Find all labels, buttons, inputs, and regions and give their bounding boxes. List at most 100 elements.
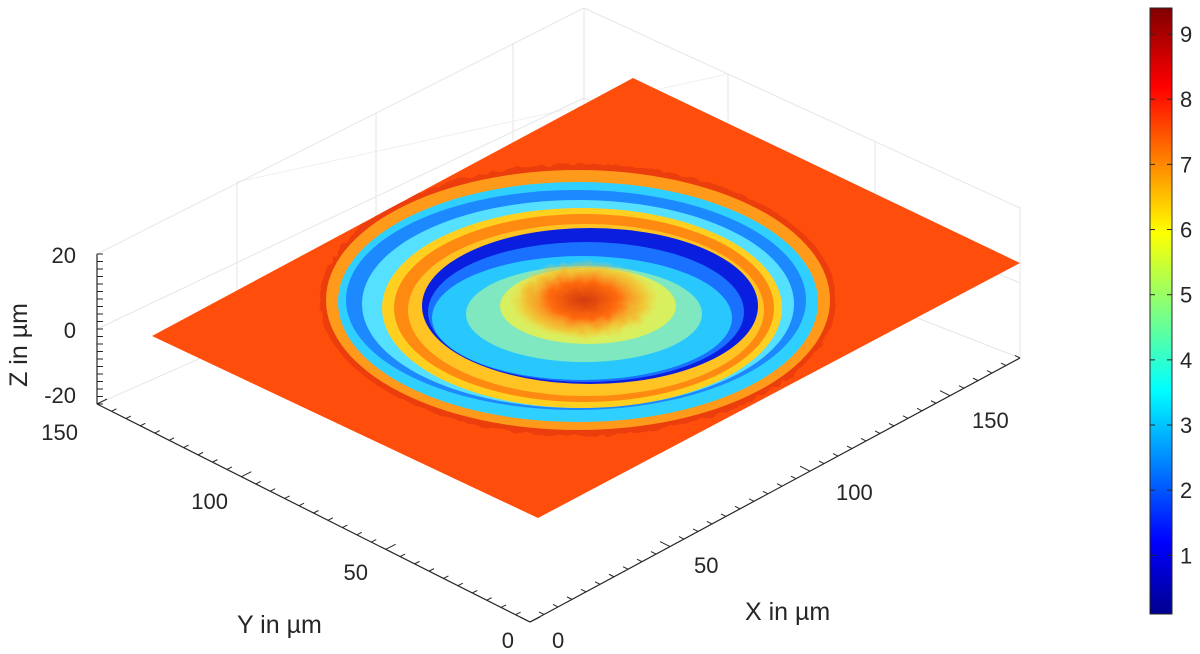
y-tick-label: 50	[344, 560, 368, 585]
x-axis-tick	[888, 422, 895, 427]
y-axis-tick	[443, 575, 449, 579]
colorbar-tick-label: 8	[1180, 87, 1192, 112]
colorbar-tick-label: 6	[1180, 218, 1192, 243]
x-axis-tick	[958, 385, 965, 389]
y-axis-tick	[500, 604, 507, 608]
z-tick-label: -20	[44, 383, 76, 408]
x-axis-tick	[939, 390, 951, 397]
x-axis-tick	[678, 536, 685, 540]
colorbar-tick-label: 7	[1180, 152, 1192, 177]
y-axis-tick	[241, 471, 252, 478]
x-axis-tick	[986, 370, 993, 374]
y-axis-tick	[313, 510, 319, 514]
colorbar-tick-label: 9	[1180, 22, 1192, 47]
x-axis-tick	[846, 445, 853, 449]
y-axis-tick	[472, 589, 478, 594]
colorbar: 1 2 3 4 5 6 7 8 9	[1149, 7, 1192, 615]
x-axis-tick	[860, 438, 867, 442]
x-tick-label: 100	[836, 480, 873, 505]
y-axis-tick	[428, 568, 435, 572]
grid-line	[96, 97, 585, 330]
y-axis-tick	[255, 480, 261, 485]
axis-ticks	[96, 253, 1021, 623]
x-axis-tick	[519, 616, 531, 623]
y-axis-tick	[96, 398, 108, 405]
y-axis-tick	[284, 495, 290, 499]
x-axis-tick	[874, 430, 881, 434]
y-axis-tick	[529, 616, 541, 623]
y-axis-tick	[125, 415, 132, 419]
colorbar-tick-label: 5	[1180, 283, 1192, 308]
y-axis-tick	[385, 543, 396, 550]
y-axis-tick	[111, 408, 117, 412]
colorbar-tick-label: 2	[1180, 478, 1192, 503]
x-axis-tick	[659, 541, 671, 548]
x-tick-label: 0	[552, 628, 564, 653]
y-axis-tick	[183, 444, 189, 449]
y-axis-tick	[269, 488, 276, 492]
x-axis-tick	[566, 596, 573, 600]
z-axis-label: Z in µm	[5, 303, 33, 387]
z-tick-labels: 20 0 -20	[44, 243, 76, 408]
y-axis-tick	[414, 560, 420, 565]
x-axis-tick	[1014, 355, 1021, 359]
x-axis-tick	[608, 573, 615, 578]
x-axis-tick	[538, 611, 545, 615]
x-axis-tick	[748, 498, 755, 502]
x-tick-labels: 0 50 100 150	[552, 408, 1009, 653]
x-axis-tick	[552, 603, 559, 608]
x-axis-tick	[622, 566, 629, 570]
y-tick-label: 150	[41, 420, 78, 445]
y-axis-tick	[342, 524, 348, 528]
y-axis-label: Y in µm	[237, 611, 322, 639]
x-axis-tick	[776, 483, 783, 487]
y-axis-tick	[140, 422, 146, 427]
x-axis-tick	[720, 513, 727, 517]
center-mound	[508, 260, 660, 340]
y-axis-tick	[486, 597, 492, 601]
y-axis-tick	[327, 517, 334, 521]
y-tick-label: 100	[191, 489, 228, 514]
x-axis-tick	[580, 588, 587, 593]
x-tick-label: 50	[694, 553, 718, 578]
y-axis-tick	[371, 539, 377, 543]
colorbar-tick-label: 1	[1180, 543, 1192, 568]
colorbar-tick-label: 3	[1180, 413, 1192, 438]
x-axis-tick	[636, 558, 643, 563]
colorbar-ticks: 1 2 3 4 5 6 7 8 9	[1150, 22, 1192, 568]
x-axis-line	[529, 357, 1021, 623]
y-axis-tick	[212, 459, 218, 463]
y-tick-labels: 150 100 50 0	[41, 420, 514, 653]
y-axis-tick	[154, 430, 160, 434]
x-axis-tick	[799, 465, 811, 472]
surface	[152, 78, 1020, 518]
y-axis-tick	[226, 466, 233, 470]
y-tick-label: 0	[502, 628, 514, 653]
x-axis-tick	[762, 490, 769, 495]
colorbar-gradient	[1149, 7, 1173, 615]
x-tick-label: 150	[972, 408, 1009, 433]
x-axis-tick	[818, 460, 825, 465]
y-axis-tick	[168, 437, 175, 441]
z-tick-label: 20	[52, 243, 76, 268]
z-tick-label: 0	[64, 318, 76, 343]
y-axis-tick	[457, 582, 464, 587]
x-axis-tick	[790, 475, 797, 480]
x-axis-tick	[902, 415, 909, 419]
x-axis-label: X in µm	[745, 598, 830, 626]
y-axis-tick	[399, 553, 406, 558]
x-axis-tick	[650, 551, 657, 555]
x-axis-tick	[1000, 362, 1007, 366]
x-axis-tick	[692, 528, 699, 532]
y-axis-tick	[515, 611, 521, 616]
x-axis-tick	[930, 400, 937, 404]
x-axis-tick	[706, 520, 713, 525]
x-axis-tick	[916, 407, 923, 412]
colorbar-tick-label: 4	[1180, 348, 1192, 373]
y-axis-tick	[356, 531, 363, 536]
x-axis-tick	[972, 377, 979, 382]
x-axis-tick	[734, 505, 741, 510]
x-axis-tick	[832, 453, 839, 457]
y-axis-tick	[298, 502, 305, 507]
